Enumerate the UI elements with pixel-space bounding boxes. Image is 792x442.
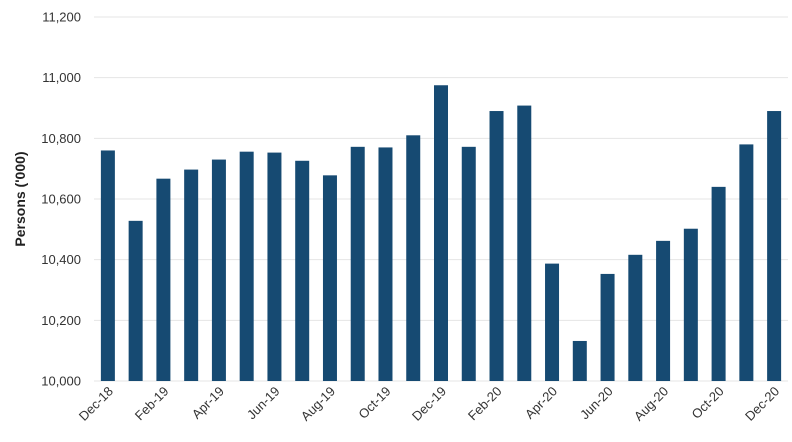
bar-jul-19 <box>295 160 310 381</box>
x-tick-label: Aug-19 <box>298 384 338 424</box>
x-tick-label: Oct-19 <box>355 384 393 422</box>
bar-nov-19 <box>406 135 421 381</box>
bar-oct-19 <box>378 147 393 381</box>
bar-apr-19 <box>211 159 226 381</box>
x-tick-label: Oct-20 <box>689 384 727 422</box>
x-tick-label: Dec-20 <box>742 384 782 424</box>
x-axis-ticks: Dec-18 Feb-19 Apr-19 Jun-19 Aug-19 Oct-19 Dec-… <box>76 384 782 424</box>
x-tick-label: Apr-19 <box>189 384 227 422</box>
x-tick-label: Dec-18 <box>76 384 116 424</box>
bar-jun-20 <box>600 273 615 381</box>
x-tick-label: Feb-20 <box>465 384 505 424</box>
y-axis-title: Persons ('000) <box>12 151 28 246</box>
bar-jan-20 <box>461 146 476 381</box>
bar-jul-20 <box>628 254 643 381</box>
y-tick-label: 10,600 <box>41 192 81 207</box>
bar-mar-20 <box>517 105 532 381</box>
y-tick-label: 10,800 <box>41 131 81 146</box>
bar-sep-20 <box>683 228 698 381</box>
y-tick-label: 10,000 <box>41 374 81 389</box>
y-tick-label: 10,200 <box>41 313 81 328</box>
bar-oct-20 <box>711 186 726 381</box>
bar-may-19 <box>239 151 254 381</box>
bar-aug-20 <box>656 240 671 381</box>
bar-feb-19 <box>156 178 171 381</box>
bar-dec-18 <box>100 150 115 381</box>
x-tick-label: Jun-19 <box>244 384 283 423</box>
y-tick-label: 11,000 <box>42 70 81 85</box>
bar-jun-19 <box>267 152 282 381</box>
bar-feb-20 <box>489 111 504 382</box>
bar-jan-19 <box>128 220 143 381</box>
x-tick-label: Aug-20 <box>631 384 671 424</box>
x-tick-label: Apr-20 <box>522 384 560 422</box>
bar-sep-19 <box>350 146 365 381</box>
y-axis-ticks: 10,000 10,200 10,400 10,600 10,800 11,000 11,2… <box>41 10 81 389</box>
x-tick-label: Jun-20 <box>577 384 616 423</box>
x-tick-label: Dec-19 <box>409 384 449 424</box>
bar-aug-19 <box>322 175 337 381</box>
bar-dec-19 <box>434 85 448 381</box>
y-tick-label: 10,400 <box>41 252 81 267</box>
bar-mar-19 <box>184 169 199 381</box>
bar-nov-20 <box>739 144 754 381</box>
bar-may-20 <box>572 340 587 381</box>
bar-apr-20 <box>545 263 560 381</box>
bar-dec-20 <box>767 111 782 382</box>
x-tick-label: Feb-19 <box>132 384 172 424</box>
bars <box>100 85 782 382</box>
y-tick-label: 11,200 <box>42 10 81 25</box>
